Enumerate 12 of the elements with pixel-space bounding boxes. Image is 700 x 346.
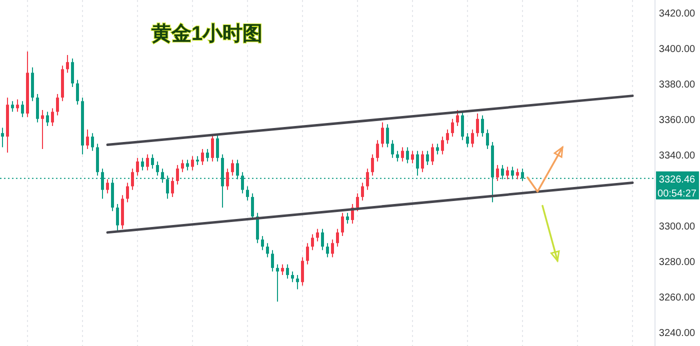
y-tick-label: 3280.00 <box>658 256 696 268</box>
ref-line-label: 3326.46 <box>658 174 696 186</box>
y-tick-label: 3340.00 <box>658 150 696 162</box>
y-tick-label: 3380.00 <box>658 79 696 90</box>
y-tick-label: 3360.00 <box>658 114 696 126</box>
y-tick-label: 3400.00 <box>658 44 696 55</box>
y-tick-label: 3420.00 <box>658 8 696 20</box>
text: 00:54:27 <box>658 188 697 200</box>
text: 黄金1小时图 <box>150 23 263 45</box>
y-tick-label: 3260.00 <box>658 292 696 304</box>
y-tick-label: 3240.00 <box>658 328 696 339</box>
y-tick-label: 3300.00 <box>658 221 696 232</box>
